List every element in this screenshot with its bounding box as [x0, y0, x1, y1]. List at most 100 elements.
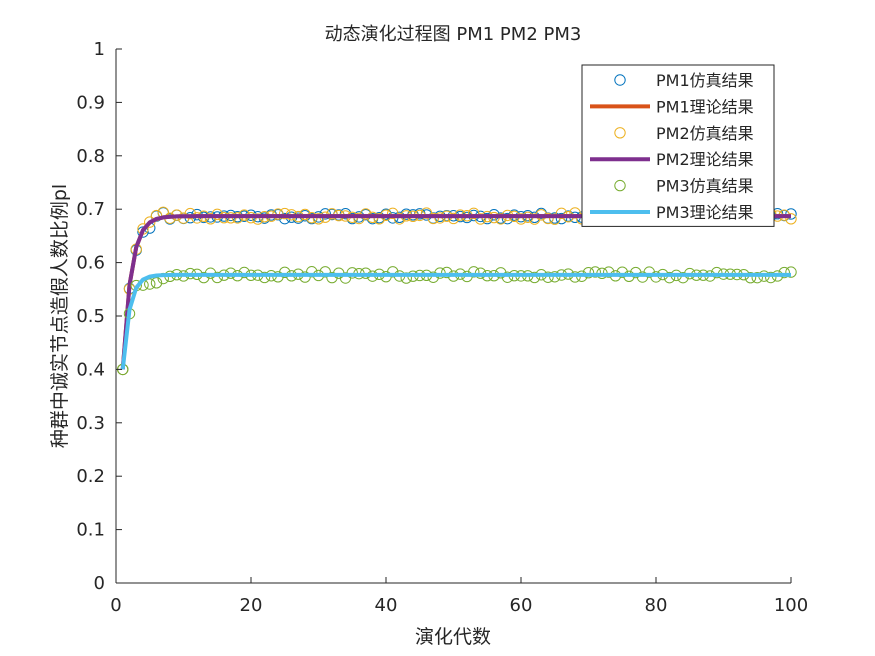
- scatter-point: [447, 212, 460, 225]
- scatter-point: [555, 207, 568, 220]
- scatter-point: [663, 271, 676, 284]
- scatter-point: [238, 266, 250, 279]
- theory-line: [120, 272, 791, 370]
- series-6: [120, 272, 791, 370]
- scatter-point: [306, 266, 318, 278]
- scatter-point: [549, 213, 561, 225]
- scatter-point: [184, 207, 196, 220]
- legend-label: PM1理论结果: [656, 97, 754, 116]
- scatter-point: [677, 271, 689, 284]
- scatter-point: [616, 266, 628, 278]
- y-tick-label: 0.1: [76, 520, 105, 541]
- x-tick-label: 0: [110, 595, 121, 616]
- scatter-point: [555, 212, 568, 225]
- legend: PM1仿真结果 PM1理论结果 PM2仿真结果 PM2理论结果 PM3仿真结果 PM3理论…: [581, 64, 775, 227]
- legend-label: PM3理论结果: [656, 203, 754, 222]
- scatter-point: [501, 271, 514, 283]
- x-tick-label: 20: [240, 595, 263, 616]
- scatter-point: [400, 272, 412, 284]
- y-tick-label: 0.8: [76, 146, 105, 167]
- scatter-point: [542, 212, 554, 225]
- scatter-point: [360, 208, 372, 220]
- scatter-point: [785, 208, 797, 220]
- y-tick-label: 0.4: [76, 359, 105, 380]
- x-tick-label: 80: [645, 595, 668, 616]
- x-axis-label: 演化代数: [415, 626, 491, 648]
- chart-title: 动态演化过程图 PM1 PM2 PM3: [325, 24, 582, 45]
- y-tick-label: 0.9: [76, 92, 105, 113]
- y-tick-label: 0.7: [76, 199, 105, 220]
- scatter-point: [272, 208, 284, 220]
- scatter-point: [589, 266, 601, 278]
- scatter-point: [319, 266, 331, 278]
- scatter-point: [603, 266, 615, 278]
- scatter-point: [393, 213, 406, 225]
- legend-item: PM2仿真结果: [614, 124, 754, 143]
- scatter-point: [258, 271, 271, 284]
- legend-box: [581, 64, 775, 227]
- scatter-point: [387, 207, 399, 220]
- legend-marker: [614, 127, 626, 139]
- y-tick-label: 0: [94, 573, 105, 594]
- scatter-point: [751, 271, 763, 284]
- scatter-point: [326, 208, 338, 220]
- scatter-point: [211, 271, 223, 284]
- scatter-point: [744, 271, 757, 284]
- legend-item: PM1理论结果: [590, 97, 754, 116]
- scatter-point: [279, 266, 291, 279]
- scatter-point: [137, 226, 149, 238]
- x-tick-label: 60: [510, 595, 533, 616]
- scatter-point: [778, 266, 790, 279]
- legend-label: PM2仿真结果: [656, 124, 754, 143]
- scatter-point: [501, 212, 514, 225]
- scatter-point: [515, 213, 527, 225]
- scatter-point: [387, 266, 399, 278]
- x-tick-label: 100: [774, 595, 808, 616]
- y-tick-label: 1: [94, 39, 105, 60]
- legend-item: PM3仿真结果: [614, 177, 754, 196]
- scatter-point: [785, 266, 797, 278]
- scatter-point: [279, 207, 291, 220]
- scatter-point: [582, 266, 595, 279]
- legend-item: PM1仿真结果: [614, 71, 754, 90]
- y-tick-label: 0.3: [76, 413, 105, 434]
- scatter-point: [150, 277, 163, 289]
- y-axis-label: 种群中诚实节点造假人数比例pl: [49, 184, 71, 448]
- scatter-point: [542, 271, 554, 283]
- y-tick-label: 0.5: [76, 306, 105, 327]
- legend-label: PM3仿真结果: [656, 177, 754, 196]
- scatter-point: [441, 266, 453, 279]
- scatter-point: [144, 216, 156, 228]
- scatter-point: [528, 271, 541, 284]
- legend-item: PM2理论结果: [590, 150, 754, 169]
- scatter-point: [373, 213, 385, 225]
- legend-marker: [614, 74, 626, 86]
- scatter-point: [252, 213, 264, 225]
- scatter-point: [427, 212, 439, 225]
- x-tick-label: 40: [375, 595, 398, 616]
- legend-item: PM3理论结果: [590, 203, 754, 222]
- scatter-point: [468, 266, 480, 278]
- scatter-point: [474, 213, 487, 225]
- scatter-point: [528, 213, 541, 225]
- scatter-point: [312, 213, 325, 225]
- scatter-point: [711, 266, 723, 279]
- legend-marker: [614, 179, 626, 192]
- scatter-point: [198, 271, 210, 284]
- y-tick-label: 0.6: [76, 253, 105, 274]
- legend-label: PM1仿真结果: [656, 71, 754, 90]
- scatter-point: [785, 213, 797, 225]
- scatter-point: [468, 207, 480, 220]
- scatter-point: [569, 271, 581, 283]
- scatter-point: [569, 207, 581, 219]
- scatter-point: [346, 267, 358, 279]
- scatter-point: [495, 213, 507, 225]
- scatter-point: [765, 271, 777, 284]
- scatter-point: [326, 271, 338, 284]
- scatter-point: [144, 278, 156, 290]
- y-tick-label: 0.2: [76, 466, 105, 487]
- scatter-point: [427, 271, 439, 283]
- legend-label: PM2理论结果: [656, 150, 754, 169]
- axes-layer: 0 20 40 60 80 100 0 0.1 0.2 0.3 0.4 0.5 0.6 0.7 0.8 0.9…: [76, 39, 808, 616]
